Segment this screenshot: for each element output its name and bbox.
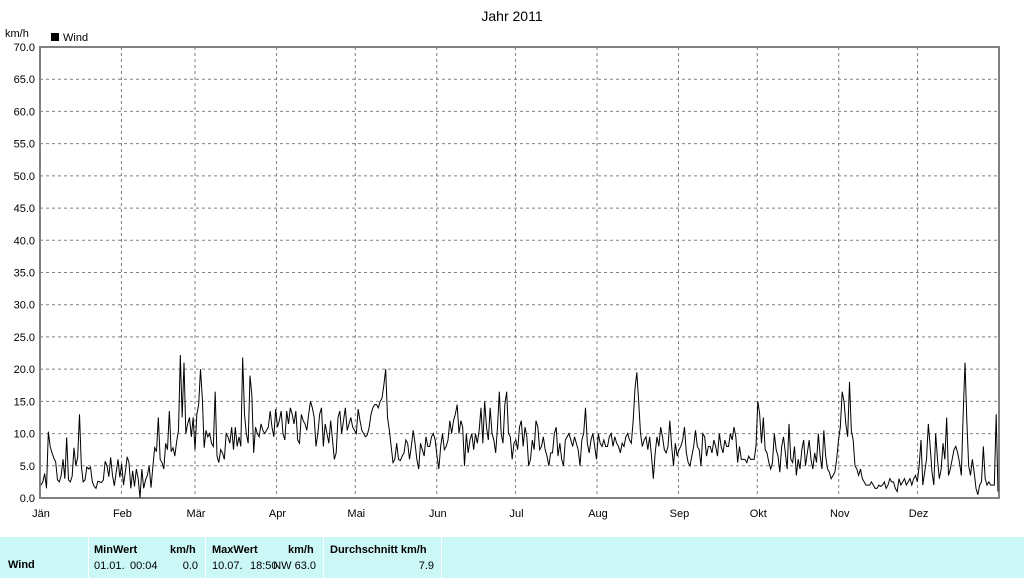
- y-tick-label: 45.0: [14, 203, 35, 215]
- min-header: MinWert: [94, 544, 138, 556]
- y-tick-label: 25.0: [14, 332, 35, 344]
- y-tick-label: 30.0: [14, 300, 35, 312]
- y-tick-label: 15.0: [14, 396, 35, 408]
- max-time: 18:50: [250, 560, 278, 572]
- x-tick-label: Apr: [269, 508, 286, 520]
- y-tick-label: 40.0: [14, 235, 35, 247]
- x-tick-label: Jun: [429, 508, 447, 520]
- x-tick-label: Aug: [588, 508, 608, 520]
- x-axis-ticks: Jän Feb Mär Apr Mai Jun Jul Aug Sep Okt Nov Dez: [32, 508, 928, 520]
- x-tick-label: Okt: [750, 508, 767, 520]
- legend-label: Wind: [63, 32, 88, 44]
- x-tick-label: Sep: [670, 508, 690, 520]
- x-tick-label: Jul: [510, 508, 524, 520]
- summary-divider: [323, 537, 324, 578]
- y-tick-label: 55.0: [14, 139, 35, 151]
- summary-divider: [205, 537, 206, 578]
- y-axis-ticks: 0.0 5.0 10.0 15.0 20.0 25.0 30.0 35.0 40.0 45.0 50…: [14, 42, 35, 505]
- max-unit: km/h: [288, 544, 314, 556]
- summary-panel: [0, 537, 1024, 578]
- y-tick-label: 60.0: [14, 106, 35, 118]
- plot-frame: [39, 46, 1000, 499]
- avg-value: 7.9: [418, 560, 434, 572]
- summary-divider: [441, 537, 442, 578]
- chart-title: Jahr 2011: [481, 8, 542, 24]
- min-value: 0.0: [182, 560, 198, 572]
- y-tick-label: 70.0: [14, 42, 35, 54]
- y-tick-label: 35.0: [14, 268, 35, 280]
- avg-header: Durchschnitt km/h: [330, 544, 427, 556]
- summary-divider: [88, 537, 89, 578]
- x-tick-label: Nov: [830, 508, 850, 520]
- y-tick-label: 50.0: [14, 171, 35, 183]
- x-tick-label: Feb: [113, 508, 132, 520]
- y-tick-label: 10.0: [14, 429, 35, 441]
- summary-row-label: Wind: [8, 559, 35, 571]
- series-line-wind: [40, 354, 999, 499]
- min-time: 00:04: [130, 560, 158, 572]
- wind-chart: Jahr 2011 km/h Wind 0.0 5.0 10.0 15.0 20.0 25…: [5, 8, 1000, 520]
- max-value: NW 63.0: [273, 560, 316, 572]
- x-tick-label: Jän: [32, 508, 50, 520]
- y-tick-label: 65.0: [14, 74, 35, 86]
- max-date: 10.07.: [212, 560, 243, 572]
- min-unit: km/h: [170, 544, 196, 556]
- min-date: 01.01.: [94, 560, 125, 572]
- max-header: MaxWert: [212, 544, 258, 556]
- x-tick-label: Mär: [187, 508, 206, 520]
- y-tick-label: 0.0: [20, 493, 35, 505]
- x-tick-label: Dez: [909, 508, 929, 520]
- x-tick-label: Mai: [347, 508, 365, 520]
- y-tick-label: 5.0: [20, 461, 35, 473]
- y-axis-unit: km/h: [5, 28, 29, 40]
- y-tick-label: 20.0: [14, 364, 35, 376]
- legend-swatch: [51, 33, 59, 41]
